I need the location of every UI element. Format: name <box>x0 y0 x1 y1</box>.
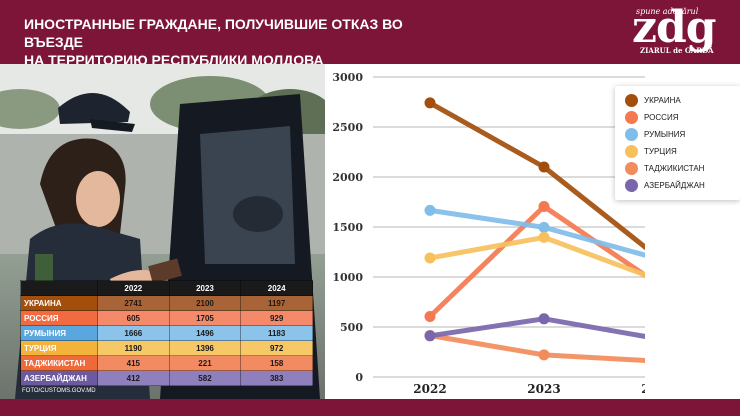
table-cell: 1183 <box>240 325 313 341</box>
table-row-label: УКРАИНА <box>20 295 98 311</box>
table-cell: 582 <box>168 370 242 386</box>
data-point <box>538 313 550 325</box>
footer-bar <box>0 399 740 416</box>
logo-tagline: spune adevărul <box>636 7 699 16</box>
data-point <box>538 349 550 361</box>
data-point <box>538 231 550 243</box>
title-line-1: ИНОСТРАННЫЕ ГРАЖДАНЕ, ПОЛУЧИВШИЕ ОТКАЗ В… <box>24 16 403 50</box>
table-cell: 1197 <box>240 295 313 311</box>
legend-item: АЗЕРБАЙДЖАН <box>625 177 705 193</box>
table-cell: 1705 <box>168 310 242 326</box>
series-line <box>427 100 645 251</box>
table-row-label: РУМЫНИЯ <box>20 325 98 341</box>
table-cell: 158 <box>240 355 313 371</box>
data-point <box>538 201 550 212</box>
table-row: УКРАИНА 2741 2100 1197 <box>20 295 313 311</box>
data-point <box>424 252 436 264</box>
table-cell: 1666 <box>97 325 170 341</box>
table-header-cell: 2022 <box>97 280 170 296</box>
x-tick-label: 2023 <box>527 382 560 396</box>
legend-label: ТАДЖИКИСТАН <box>644 163 705 173</box>
data-point <box>538 221 550 233</box>
table-row: ТУРЦИЯ 1190 1396 972 <box>20 340 313 356</box>
chart-legend: УКРАИНА РОССИЯ РУМЫНИЯ ТУРЦИЯ ТАДЖИКИСТАН АЗЕ… <box>615 86 740 200</box>
table-cell: 972 <box>240 340 313 356</box>
table-cell: 383 <box>240 370 313 386</box>
data-point <box>424 330 436 342</box>
data-table: 2022 2023 2024 УКРАИНА 2741 2100 1197 РОССИЯ… <box>20 280 313 386</box>
legend-item: ТАДЖИКИСТАН <box>625 160 704 176</box>
table-cell: 929 <box>240 310 313 326</box>
table-cell: 221 <box>168 355 242 371</box>
table-cell: 1496 <box>168 325 242 341</box>
legend-swatch <box>625 93 638 107</box>
legend-item: УКРАИНА <box>625 92 681 108</box>
y-tick-label: 2500 <box>332 121 363 134</box>
x-tick-label: 2024 <box>641 382 645 396</box>
legend-label: РОССИЯ <box>644 112 679 122</box>
y-tick-label: 3000 <box>332 71 363 84</box>
legend-swatch <box>625 110 638 124</box>
legend-label: АЗЕРБАЙДЖАН <box>644 180 705 190</box>
header-bar: ИНОСТРАННЫЕ ГРАЖДАНЕ, ПОЛУЧИВШИЕ ОТКАЗ В… <box>0 0 740 68</box>
table-row-label: РОССИЯ <box>20 310 98 326</box>
table-header-cell <box>20 280 98 296</box>
page-title: ИНОСТРАННЫЕ ГРАЖДАНЕ, ПОЛУЧИВШИЕ ОТКАЗ В… <box>24 15 424 69</box>
photo-credit: FOTO/CUSTOMS.GOV.MD <box>22 388 96 394</box>
y-tick-label: 0 <box>355 371 363 384</box>
legend-label: РУМЫНИЯ <box>644 129 686 139</box>
table-cell: 605 <box>97 310 170 326</box>
table-cell: 1396 <box>168 340 242 356</box>
line-chart: 0 500 1000 1500 2000 2500 3000 2022 2023 2024 <box>332 71 645 396</box>
table-row-label: ТУРЦИЯ <box>20 340 98 356</box>
table-row: РОССИЯ 605 1705 929 <box>20 310 313 326</box>
table-cell: 2100 <box>168 295 242 311</box>
legend-swatch <box>625 178 638 192</box>
table-row: ТАДЖИКИСТАН 415 221 158 <box>20 355 313 371</box>
y-tick-label: 500 <box>340 321 363 334</box>
table-header-row: 2022 2023 2024 <box>20 280 313 296</box>
legend-item: РУМЫНИЯ <box>625 126 685 142</box>
legend-label: ТУРЦИЯ <box>644 146 677 156</box>
logo-wordmark: zdg <box>632 2 717 53</box>
y-tick-label: 1500 <box>332 221 363 234</box>
table-row-label: АЗЕРБАЙДЖАН <box>20 370 98 386</box>
table-header-cell: 2023 <box>168 280 242 296</box>
data-point <box>424 204 436 216</box>
legend-item: ТУРЦИЯ <box>625 143 677 159</box>
table-cell: 415 <box>97 355 170 371</box>
table-row: РУМЫНИЯ 1666 1496 1183 <box>20 325 313 341</box>
data-point <box>538 161 550 173</box>
data-point <box>424 97 436 109</box>
table-cell: 412 <box>97 370 170 386</box>
series-line <box>427 333 645 363</box>
x-tick-label: 2022 <box>413 382 446 396</box>
logo-subtitle: ZIARUL de GARDĂ <box>640 46 714 55</box>
table-row-label: ТАДЖИКИСТАН <box>20 355 98 371</box>
table-row: АЗЕРБАЙДЖАН 412 582 383 <box>20 370 313 386</box>
legend-swatch <box>625 127 638 141</box>
table-cell: 1190 <box>97 340 170 356</box>
legend-swatch <box>625 161 638 175</box>
data-point <box>424 311 436 322</box>
legend-label: УКРАИНА <box>644 95 681 105</box>
legend-item: РОССИЯ <box>625 109 678 125</box>
y-tick-label: 1000 <box>332 271 363 284</box>
y-tick-label: 2000 <box>332 171 363 184</box>
table-cell: 2741 <box>97 295 170 311</box>
series-line <box>427 316 645 339</box>
table-header-cell: 2024 <box>240 280 313 296</box>
legend-swatch <box>625 144 638 158</box>
